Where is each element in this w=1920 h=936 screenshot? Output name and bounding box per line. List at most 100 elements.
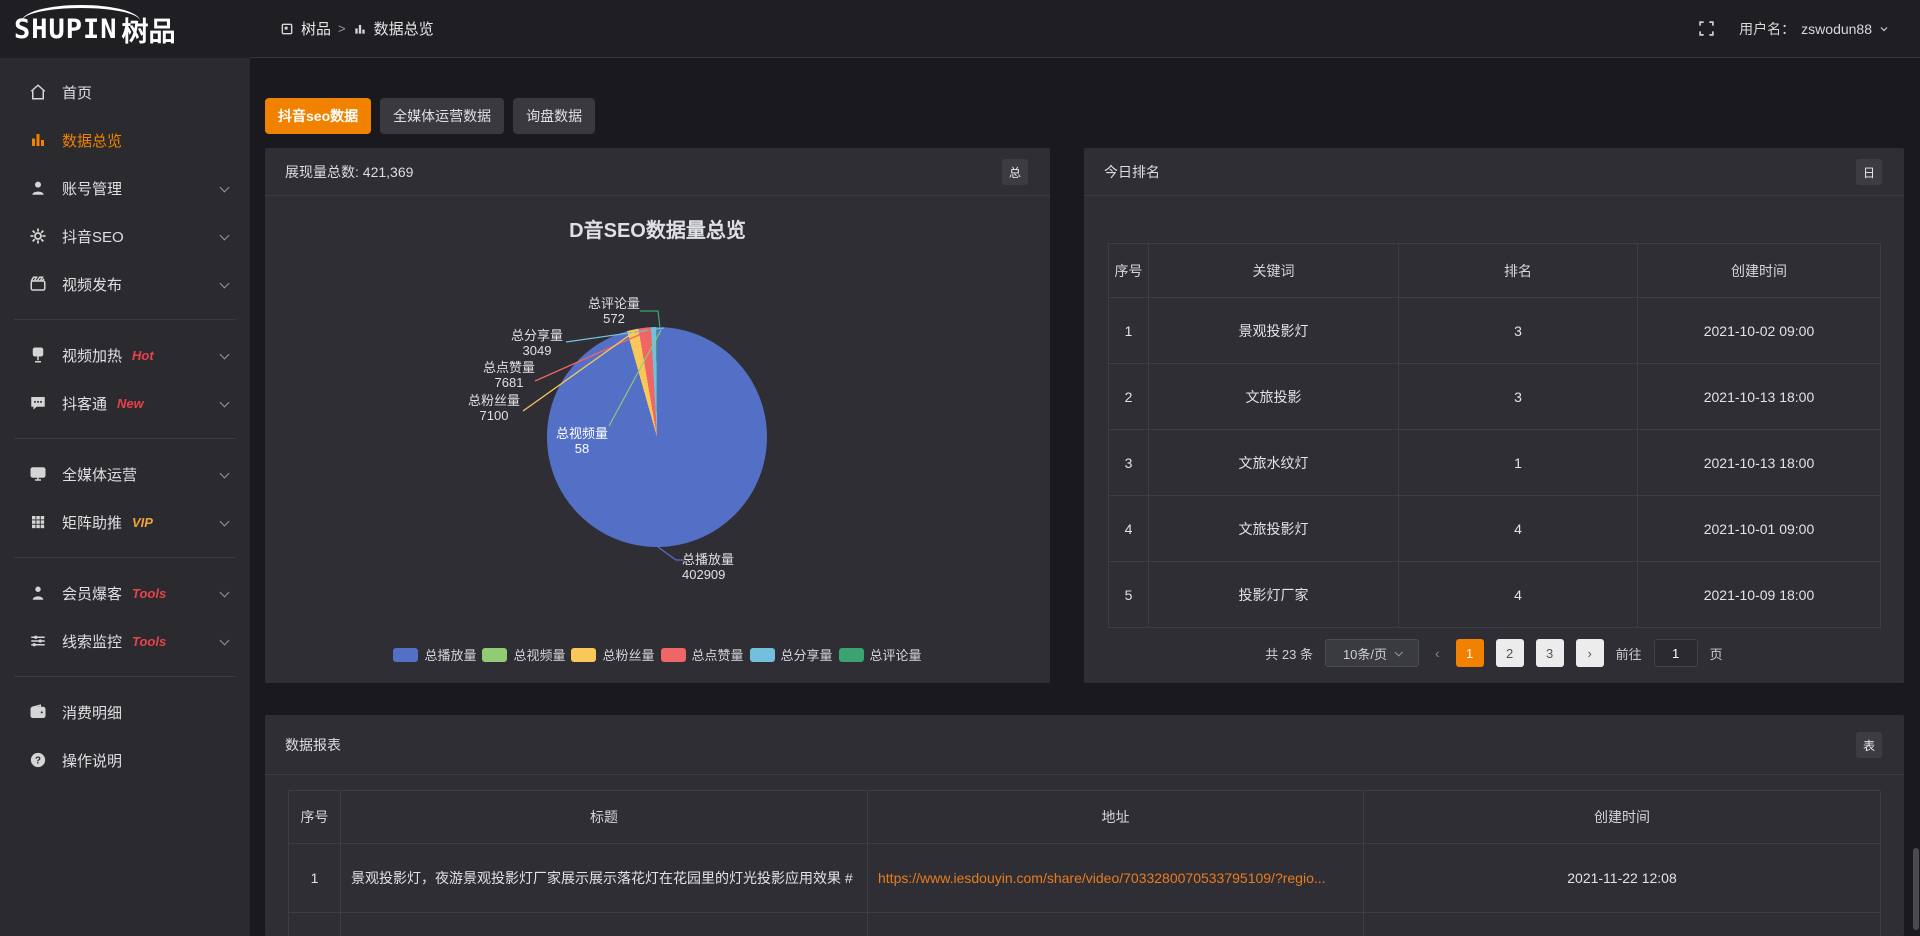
sidebar-item[interactable]: 数据总览 (0, 116, 250, 164)
legend-swatch (838, 647, 864, 662)
data-tabs: 抖音seo数据 全媒体运营数据 询盘数据 (265, 98, 596, 134)
goto-label: 前往 (1615, 646, 1642, 662)
sidebar-item-icon (28, 394, 47, 413)
sidebar-item[interactable]: 全媒体运营 (0, 450, 250, 498)
legend-label: 总分享量 (780, 648, 833, 663)
legend-item[interactable]: 总分享量 (749, 645, 833, 664)
sidebar-item-icon (28, 131, 47, 150)
user-menu[interactable]: 用户名： zswodun88 (1739, 19, 1890, 39)
sidebar-item-label: 数据总览 (62, 132, 123, 150)
sidebar-item-label: 首页 (62, 84, 93, 102)
legend-label: 总评论量 (869, 648, 922, 663)
column-header: 地址 (868, 791, 1364, 844)
sidebar-item-badge: Hot (132, 347, 154, 363)
sidebar-item-label: 操作说明 (62, 752, 123, 770)
table-row: 1 景观投影灯 3 2021-10-02 09:00 (1109, 298, 1881, 364)
page-size-select[interactable]: 10条/页 (1324, 639, 1419, 667)
page-button-3[interactable]: 3 (1535, 639, 1564, 667)
sidebar-item-icon (28, 83, 47, 102)
legend-item[interactable]: 总点赞量 (660, 645, 744, 664)
sidebar-item-label: 会员爆客 (62, 585, 123, 603)
sidebar-item-badge: Tools (132, 585, 167, 601)
sidebar-item[interactable]: 抖音SEO (0, 212, 250, 260)
chevron-down-icon (219, 468, 230, 479)
cell-index: 2 (1109, 364, 1149, 430)
fullscreen-icon[interactable] (1698, 20, 1715, 37)
cell-created: 2021-10-02 09:00 (1638, 298, 1881, 364)
cell-rank: 4 (1399, 562, 1638, 628)
impressions-total: 展现量总数: 421,369 (285, 164, 414, 180)
top-bar-tools: 用户名： zswodun88 (1698, 19, 1890, 39)
pie-label-comments: 总评论量 572 (587, 296, 640, 326)
cell-index: 3 (1109, 430, 1149, 496)
legend-swatch (660, 647, 686, 662)
legend-item[interactable]: 总播放量 (393, 645, 476, 664)
pagination: 共 23 条 10条/页 ‹ 1 2 3 › 前往 页 (1084, 638, 1904, 668)
cell-index: 1 (289, 844, 341, 913)
sidebar-item[interactable]: 线索监控 Tools (0, 617, 250, 665)
tab[interactable]: 全媒体运营数据 (380, 98, 505, 134)
next-page-button[interactable]: › (1575, 639, 1604, 667)
total-view-button[interactable]: 总 (1002, 159, 1028, 185)
table-view-button[interactable]: 表 (1856, 732, 1882, 758)
table-row: 5 投影灯厂家 4 2021-10-09 18:00 (1109, 562, 1881, 628)
chevron-down-icon (1880, 26, 1888, 31)
sidebar-item[interactable]: 消费明细 (0, 688, 250, 736)
legend-item[interactable]: 总视频量 (482, 645, 565, 664)
goto-suffix: 页 (1709, 646, 1723, 662)
page-button-1[interactable]: 1 (1455, 639, 1484, 667)
tab-label: 全媒体运营数据 (393, 108, 492, 124)
sidebar-item-label: 抖音SEO (62, 228, 124, 246)
sidebar-item[interactable]: 会员爆客 Tools (0, 569, 250, 617)
user-label: 用户名： (1739, 20, 1796, 37)
sidebar-item[interactable]: 账号管理 (0, 164, 250, 212)
legend-swatch (393, 647, 419, 662)
chevron-down-icon (219, 230, 230, 241)
tab[interactable]: 抖音seo数据 (265, 98, 372, 134)
scrollbar[interactable] (1913, 848, 1919, 930)
table-row: 4 文旅投影灯 4 2021-10-01 09:00 (1109, 496, 1881, 562)
sidebar-item-label: 消费明细 (62, 704, 123, 722)
column-header: 序号 (1109, 244, 1149, 298)
ranking-panel-title: 今日排名 (1104, 164, 1160, 180)
sidebar-item[interactable]: 首页 (0, 68, 250, 116)
prev-page-button[interactable]: ‹ (1434, 645, 1440, 661)
cell-index: 5 (1109, 562, 1149, 628)
sidebar-item[interactable]: 视频加热 Hot (0, 331, 250, 379)
cell-keyword: 文旅投影 (1149, 364, 1399, 430)
breadcrumb-separator: > (338, 21, 346, 36)
sidebar-item[interactable]: 矩阵助推 VIP (0, 498, 250, 546)
legend-item[interactable]: 总粉丝量 (571, 645, 655, 664)
sidebar-divider (14, 319, 236, 320)
logo-text-cn: 树品 (121, 16, 176, 47)
column-header: 创建时间 (1638, 244, 1881, 298)
goto-page-input[interactable] (1653, 639, 1698, 667)
cell-created: 2021-10-13 18:00 (1638, 430, 1881, 496)
sidebar-item-icon: ? (28, 751, 47, 770)
daily-view-button[interactable]: 日 (1856, 159, 1882, 185)
table-row: 1 景观投影灯，夜游景观投影灯厂家展示展示落花灯在花园里的灯光投影应用效果 # … (289, 844, 1881, 913)
logo: SHUPIN 树品 (0, 0, 250, 58)
sidebar-item[interactable]: ? 操作说明 (0, 736, 250, 784)
cell-created: 2021-10-13 18:00 (1638, 364, 1881, 430)
cell-created: 2021-10-01 09:00 (1638, 496, 1881, 562)
sidebar-item-badge: Tools (132, 633, 167, 649)
cell-url-link[interactable]: https://www.iesdouyin.com/share/video/70… (868, 844, 1364, 913)
page-button-2[interactable]: 2 (1495, 639, 1524, 667)
pie-label-plays: 总播放量 402909 (682, 552, 735, 582)
ranking-panel-header: 今日排名 日 (1084, 148, 1904, 196)
sidebar-item[interactable]: 抖客通 New (0, 379, 250, 427)
breadcrumb-root[interactable]: 树品 (301, 21, 332, 38)
tab[interactable]: 询盘数据 (513, 98, 596, 134)
report-table-partial-row (289, 913, 1881, 936)
sidebar-item[interactable]: 视频发布 (0, 260, 250, 308)
cell-rank: 1 (1399, 430, 1638, 496)
sidebar-item-icon (28, 703, 47, 722)
legend-swatch (749, 647, 775, 662)
pie-label-shares: 总分享量 3049 (510, 328, 563, 358)
sidebar-item-label: 抖客通 (62, 395, 108, 413)
logo-arc-decoration (22, 5, 140, 21)
legend-item[interactable]: 总评论量 (838, 645, 922, 664)
sidebar-item-icon (28, 346, 47, 365)
ranking-table-header: 序号 关键词 排名 创建时间 (1109, 244, 1881, 298)
